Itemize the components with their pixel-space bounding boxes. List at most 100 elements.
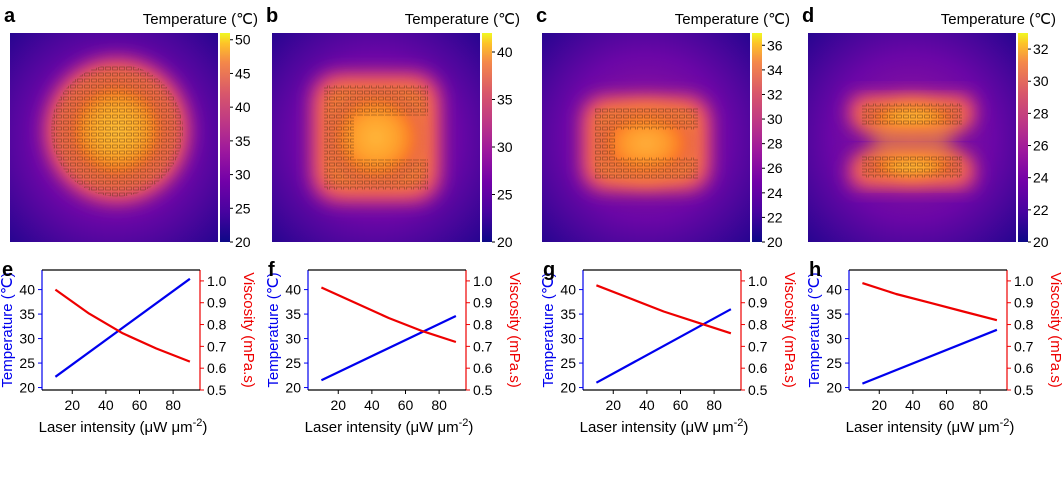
colorbar-tick-label: 40	[497, 44, 513, 60]
x-tick-label: 20	[871, 397, 887, 413]
x-tick-label: 20	[605, 397, 621, 413]
colorbar-tick-label: 32	[767, 86, 783, 102]
colorbar-tick-label: 40	[235, 99, 251, 115]
x-tick-label: 80	[165, 397, 181, 413]
x-axis-label: Laser intensity (μW μm-2)	[846, 417, 1015, 436]
temperature-line	[861, 328, 998, 385]
right-tick-label: 1.0	[473, 273, 493, 289]
line-panel-f: 20 40 60 80 20 25 30 35 40 0.5 0.6 0.7 0.8 0.9 1.0 Temp…	[265, 259, 523, 436]
viscosity-line	[54, 288, 191, 363]
temperature-line	[54, 277, 191, 378]
heatmap-image	[272, 33, 480, 242]
colorbar-tick-label: 26	[1033, 138, 1049, 154]
x-tick-label: 60	[132, 397, 148, 413]
chip-eq-top	[862, 103, 962, 126]
left-axis-label: Temperature (℃)	[0, 272, 16, 387]
heatmap-image	[542, 33, 750, 242]
right-tick-label: 0.8	[473, 317, 493, 333]
colorbar-title: Temperature (℃)	[405, 11, 520, 28]
colorbar-tick-label: 30	[235, 167, 251, 183]
colorbar-tick-label: 45	[235, 65, 251, 81]
chip-ring	[51, 64, 183, 197]
heatmap-panel-b: 20 25 30 35 40 Temperature (℃) b	[266, 5, 520, 250]
x-tick-label: 40	[639, 397, 655, 413]
colorbar-tick-label: 24	[767, 185, 783, 201]
right-axis-label: Viscosity (mPa.s)	[1047, 272, 1063, 388]
right-axis-label: Viscosity (mPa.s)	[240, 272, 257, 388]
right-tick-label: 0.5	[473, 382, 493, 398]
colorbar-title: Temperature (℃)	[941, 11, 1056, 28]
right-tick-label: 0.8	[207, 317, 227, 333]
x-tick-label: 40	[364, 397, 380, 413]
left-tick-label: 25	[19, 355, 35, 371]
right-tick-label: 1.0	[207, 273, 227, 289]
colorbar-tick-label: 25	[235, 200, 251, 216]
line-panel-e: 20 40 60 80 20 25 30 35 40 0.5 0.6 0.7 0.8 0.9 1.0 Temp…	[0, 259, 257, 436]
line-panel-g: 20 40 60 80 20 25 30 35 40 0.5 0.6 0.7 0.8 0.9 1.0 Temp…	[540, 259, 798, 436]
chip-c-bottom	[324, 159, 428, 190]
right-tick-label: 0.6	[748, 360, 768, 376]
colorbar-tick-label: 32	[1033, 41, 1049, 57]
x-tick-label: 20	[330, 397, 346, 413]
left-tick-label: 20	[826, 380, 842, 396]
right-tick-label: 0.5	[1014, 382, 1034, 398]
colorbar-tick-label: 26	[767, 160, 783, 176]
left-tick-label: 40	[826, 282, 842, 298]
right-tick-label: 0.8	[1014, 317, 1034, 333]
viscosity-line	[862, 282, 998, 322]
panel-letter: g	[543, 259, 555, 281]
heatmap-image	[10, 33, 218, 242]
left-tick-label: 30	[560, 331, 576, 347]
colorbar-tick-label: 30	[1033, 73, 1049, 89]
colorbar-tick-label: 30	[497, 139, 513, 155]
left-tick-label: 40	[560, 282, 576, 298]
right-tick-label: 0.5	[207, 382, 227, 398]
left-axis-label: Temperature (℃)	[265, 272, 282, 387]
colorbar-tick-label: 22	[767, 209, 783, 225]
x-tick-label: 60	[673, 397, 689, 413]
x-tick-label: 80	[972, 397, 988, 413]
right-tick-label: 0.7	[1014, 338, 1034, 354]
x-tick-label: 40	[98, 397, 114, 413]
x-tick-label: 80	[706, 397, 722, 413]
right-tick-label: 0.6	[1014, 360, 1034, 376]
colorbar-tick-label: 20	[767, 234, 783, 250]
panel-letter: d	[802, 5, 814, 27]
left-tick-label: 25	[285, 355, 301, 371]
temperature-line	[320, 315, 457, 382]
x-axis-label: Laser intensity (μW μm-2)	[305, 417, 474, 436]
chip-c-left	[324, 115, 354, 160]
chip-i-bottom	[594, 157, 698, 180]
colorbar	[482, 33, 492, 242]
left-tick-label: 35	[826, 306, 842, 322]
left-tick-label: 20	[560, 380, 576, 396]
colorbar-tick-label: 30	[767, 111, 783, 127]
left-tick-label: 35	[560, 306, 576, 322]
viscosity-line	[596, 284, 732, 335]
right-tick-label: 0.7	[207, 338, 227, 354]
right-tick-label: 1.0	[748, 273, 768, 289]
colorbar-title: Temperature (℃)	[675, 11, 790, 28]
left-tick-label: 40	[19, 282, 35, 298]
right-axis-label: Viscosity (mPa.s)	[506, 272, 523, 388]
left-tick-label: 25	[560, 355, 576, 371]
right-tick-label: 0.9	[1014, 295, 1034, 311]
x-tick-label: 60	[398, 397, 414, 413]
colorbar-tick-label: 20	[1033, 234, 1049, 250]
left-tick-label: 20	[19, 380, 35, 396]
x-tick-label: 60	[939, 397, 955, 413]
panel-letter: a	[4, 5, 16, 27]
x-tick-label: 80	[431, 397, 447, 413]
right-tick-label: 0.6	[207, 360, 227, 376]
left-tick-label: 35	[19, 306, 35, 322]
heatmap-panel-d: 20 22 24 26 28 30 32 Temperature (℃) d	[802, 5, 1056, 250]
x-tick-label: 40	[905, 397, 921, 413]
right-tick-label: 0.9	[473, 295, 493, 311]
left-tick-label: 20	[285, 380, 301, 396]
right-tick-label: 0.9	[207, 295, 227, 311]
chip-i-top	[594, 107, 698, 130]
colorbar-tick-label: 22	[1033, 202, 1049, 218]
left-axis-label: Temperature (℃)	[540, 272, 557, 387]
left-tick-label: 40	[285, 282, 301, 298]
x-axis-label: Laser intensity (μW μm-2)	[39, 417, 208, 436]
